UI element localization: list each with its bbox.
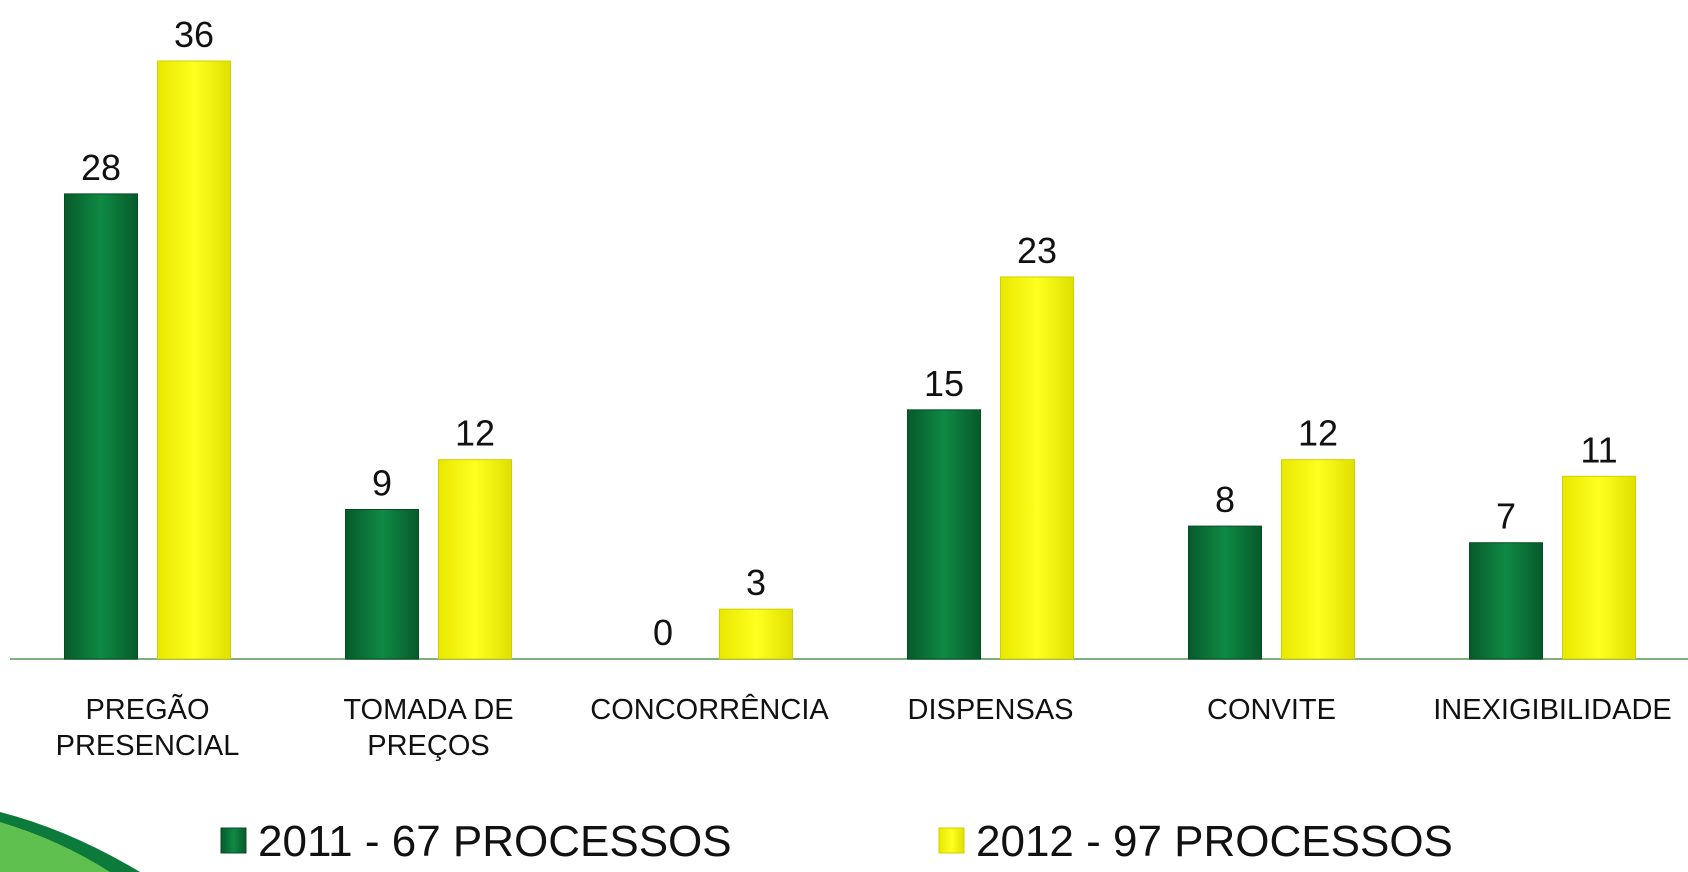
- decoration: [0, 822, 110, 872]
- bar: [1562, 475, 1636, 660]
- value-label: 12: [1298, 413, 1338, 454]
- value-label: 28: [81, 147, 121, 188]
- value-label: 8: [1215, 479, 1235, 520]
- x-tick-label: CONCORRÊNCIA: [590, 694, 829, 726]
- bar: [438, 459, 512, 660]
- bar: [64, 193, 138, 660]
- value-label: 7: [1496, 496, 1516, 537]
- bar: [157, 60, 231, 660]
- value-label: 9: [372, 463, 392, 504]
- bar: [1000, 276, 1074, 660]
- x-tick-label: TOMADA DE PREÇOS: [343, 694, 514, 762]
- legend-label: 2012 - 97 PROCESSOS: [976, 817, 1453, 866]
- value-label: 36: [174, 14, 214, 55]
- value-label: 11: [1580, 429, 1617, 470]
- value-label: 3: [746, 562, 766, 603]
- legend-swatch: [220, 827, 247, 854]
- value-label: 15: [924, 363, 964, 404]
- bar: [907, 409, 981, 660]
- bar: [1281, 459, 1355, 660]
- value-label: 0: [653, 612, 673, 653]
- x-tick-label: CONVITE: [1207, 694, 1336, 726]
- bar: [345, 509, 419, 660]
- bar: [719, 608, 793, 660]
- bar: [1188, 525, 1262, 660]
- value-label: 12: [455, 413, 495, 454]
- x-tick-label: DISPENSAS: [907, 694, 1074, 726]
- x-tick-label: INEXIGIBILIDADE: [1433, 694, 1672, 726]
- x-tick-label: PREGÃO PRESENCIAL: [55, 694, 240, 762]
- value-label: 23: [1017, 230, 1057, 271]
- bar: [1469, 542, 1543, 660]
- legend-label: 2011 - 67 PROCESSOS: [258, 817, 732, 866]
- legend-swatch: [938, 827, 965, 854]
